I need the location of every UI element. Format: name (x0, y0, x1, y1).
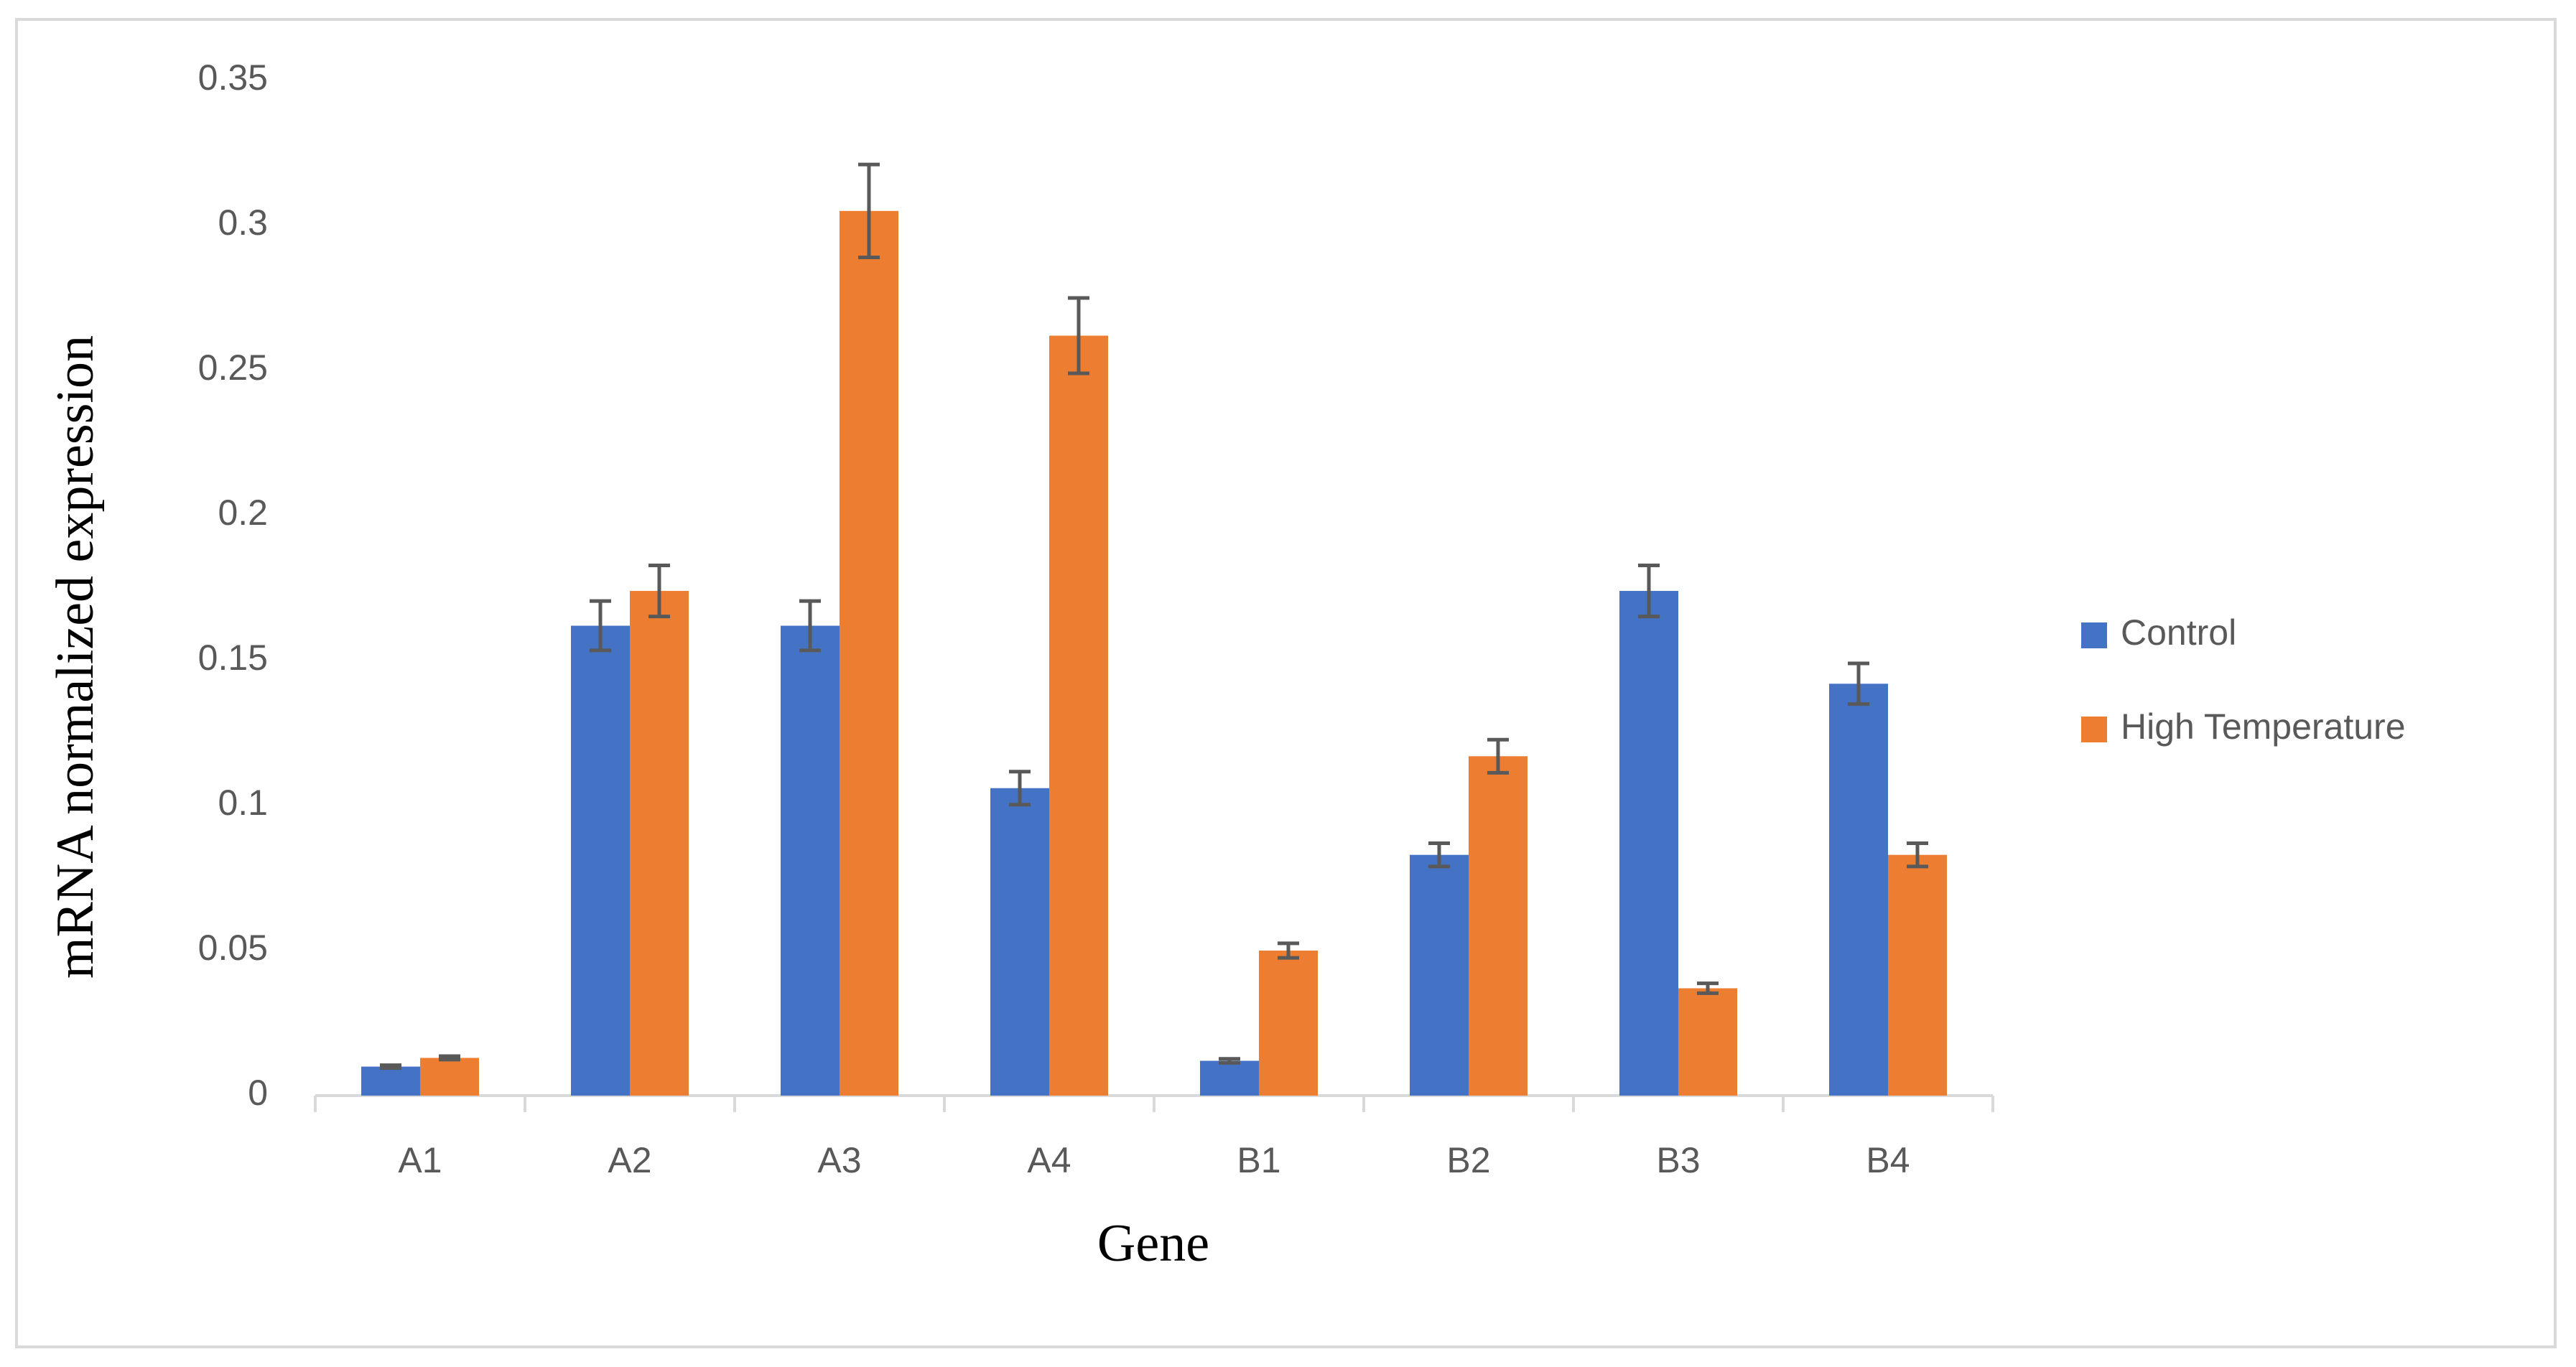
x-tick-label: A3 (817, 1140, 861, 1180)
y-tick-label: 0.2 (218, 493, 268, 533)
legend-label: High Temperature (2121, 706, 2406, 747)
x-tick-label: A2 (608, 1140, 651, 1180)
y-tick-label: 0.15 (198, 638, 268, 678)
bar (571, 625, 630, 1096)
x-tick-label: B2 (1446, 1140, 1490, 1180)
bar (1678, 988, 1737, 1096)
error-bar (1697, 981, 1719, 995)
y-tick-label: 0.05 (198, 928, 268, 968)
error-bar (1219, 1057, 1240, 1065)
bar (630, 591, 689, 1096)
error-bar (1009, 770, 1031, 807)
bar (1049, 335, 1108, 1096)
y-tick-label: 0.3 (218, 202, 268, 243)
bar (1619, 591, 1678, 1096)
bar (1829, 684, 1888, 1096)
x-axis-title: Gene (1097, 1214, 1209, 1273)
error-bar (1848, 661, 1869, 706)
y-tick-label: 0.35 (198, 57, 268, 98)
bar (1200, 1060, 1259, 1096)
chart-border (15, 18, 2557, 1348)
bar (361, 1066, 420, 1096)
bar (1410, 854, 1469, 1096)
legend-label: Control (2121, 612, 2236, 653)
bar (840, 210, 898, 1096)
x-tick-label: A1 (398, 1140, 442, 1180)
x-tick-label: B3 (1656, 1140, 1700, 1180)
bar (1888, 854, 1947, 1096)
y-tick-label: 0.25 (198, 347, 268, 388)
bar (420, 1058, 479, 1096)
legend-swatch (2081, 717, 2107, 742)
y-tick-label: 0 (248, 1073, 268, 1113)
error-bar (590, 599, 611, 653)
error-bar (648, 563, 670, 619)
error-bar (799, 599, 821, 653)
bar (781, 625, 840, 1096)
x-tick-label: B1 (1237, 1140, 1280, 1180)
error-bar (858, 162, 880, 259)
x-tick-label: A4 (1027, 1140, 1071, 1180)
error-bar (1907, 841, 1928, 869)
bar (1469, 756, 1528, 1096)
bar (1259, 951, 1318, 1096)
bar (990, 788, 1049, 1096)
error-bar (380, 1063, 401, 1070)
y-axis-title: mRNA normalized expression (46, 335, 105, 979)
error-bar (439, 1054, 460, 1062)
error-bar (1428, 841, 1450, 869)
error-bar (1487, 737, 1509, 775)
y-tick-label: 0.1 (218, 783, 268, 823)
legend-swatch (2081, 622, 2107, 648)
error-bar (1068, 296, 1089, 375)
error-bar (1278, 941, 1299, 960)
error-bar (1638, 563, 1660, 619)
x-tick-label: B4 (1866, 1140, 1910, 1180)
